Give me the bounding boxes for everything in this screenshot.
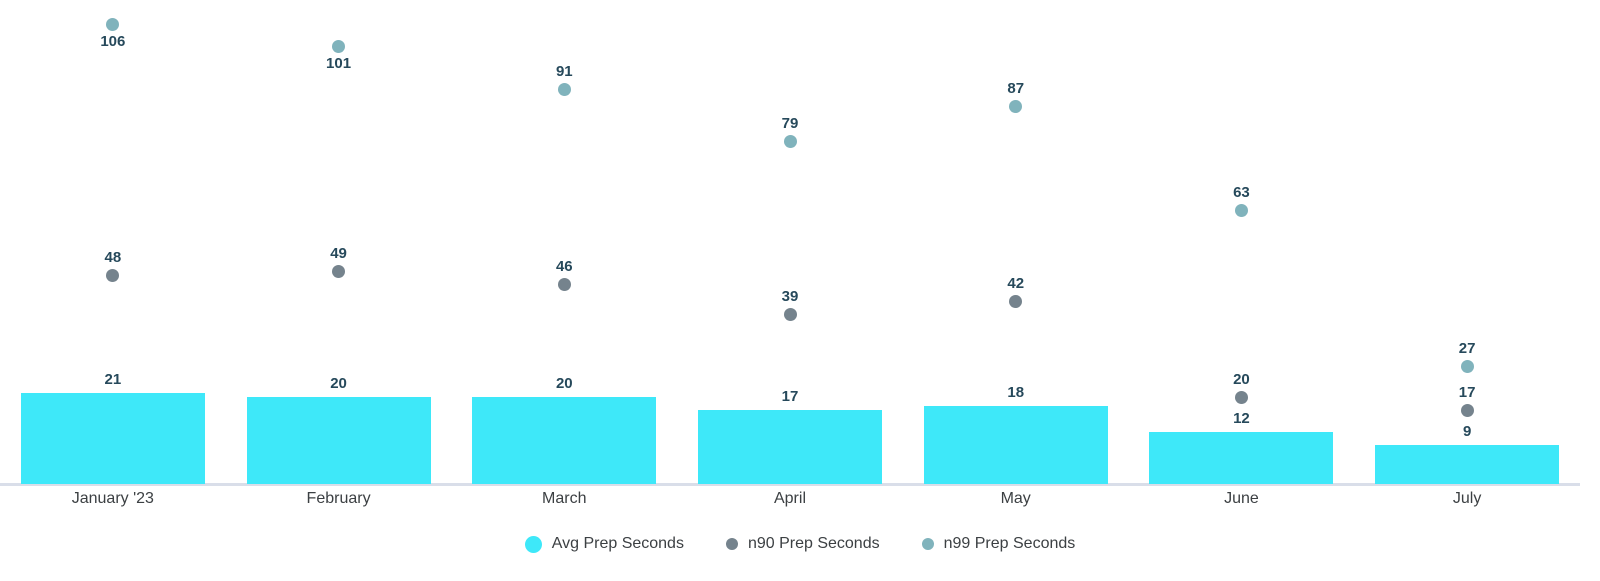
value-label-avg-prep-seconds-may: 18 — [1007, 383, 1025, 401]
n99-prep-seconds-point-june[interactable] — [1234, 204, 1248, 218]
bar-february[interactable] — [246, 397, 431, 484]
legend-item-n99-prep-seconds[interactable]: n99 Prep Seconds — [921, 535, 1076, 553]
value-label-avg-prep-seconds-january-23: 21 — [104, 370, 122, 388]
value-label-n90-prep-seconds-february: 49 — [330, 245, 347, 263]
n90-prep-seconds-point-may[interactable] — [1009, 295, 1023, 309]
value-label-avg-prep-seconds-april: 17 — [781, 388, 799, 406]
x-axis-line — [0, 483, 1580, 486]
n90-prep-seconds-point-april[interactable] — [783, 308, 797, 322]
value-label-avg-prep-seconds-july: 9 — [1462, 422, 1472, 440]
x-axis-label-july: July — [1452, 490, 1482, 507]
bar-june[interactable] — [1149, 431, 1334, 484]
x-axis-label-march: March — [542, 490, 587, 507]
value-label-n99-prep-seconds-february: 101 — [326, 54, 352, 72]
bar-april[interactable] — [698, 410, 882, 484]
bar-march[interactable] — [472, 397, 657, 484]
legend-label-n90: n90 Prep Seconds — [747, 535, 880, 552]
value-label-n99-prep-seconds-march: 91 — [555, 63, 573, 80]
legend-item-avg-prep-seconds[interactable]: Avg Prep Seconds — [524, 535, 684, 553]
x-axis-label-may: May — [1000, 490, 1031, 507]
n99-prep-seconds-point-january-23[interactable] — [106, 17, 120, 31]
value-label-n90-prep-seconds-july: 17 — [1458, 383, 1476, 401]
legend-label-n99: n99 Prep Seconds — [943, 535, 1076, 552]
bar-january-23[interactable] — [20, 392, 205, 484]
value-label-avg-prep-seconds-june: 12 — [1233, 409, 1250, 427]
legend-marker-n99-icon — [921, 538, 934, 550]
value-label-avg-prep-seconds-march: 20 — [555, 375, 573, 393]
legend-label-avg: Avg Prep Seconds — [551, 535, 684, 552]
value-label-n90-prep-seconds-june: 20 — [1233, 370, 1250, 388]
value-label-n99-prep-seconds-july: 27 — [1458, 340, 1476, 358]
value-label-n90-prep-seconds-march: 46 — [555, 258, 573, 276]
x-axis-label-february: February — [306, 490, 371, 507]
x-axis-label-january-23: January '23 — [71, 490, 154, 507]
n99-prep-seconds-point-july[interactable] — [1460, 360, 1474, 374]
n90-prep-seconds-point-march[interactable] — [557, 278, 571, 292]
bar-may[interactable] — [923, 405, 1108, 484]
legend-marker-n90-icon — [725, 538, 738, 550]
bar-july[interactable] — [1375, 444, 1560, 484]
value-label-n99-prep-seconds-january-23: 106 — [100, 32, 126, 50]
n90-prep-seconds-point-june[interactable] — [1234, 390, 1248, 404]
value-label-n90-prep-seconds-january-23: 48 — [104, 249, 122, 267]
n99-prep-seconds-point-march[interactable] — [557, 83, 571, 96]
legend-item-n90-prep-seconds[interactable]: n90 Prep Seconds — [725, 535, 880, 553]
value-label-n90-prep-seconds-april: 39 — [781, 288, 799, 306]
n90-prep-seconds-point-january-23[interactable] — [106, 269, 120, 283]
n90-prep-seconds-point-february[interactable] — [332, 265, 346, 279]
x-axis-label-june: June — [1224, 490, 1259, 507]
value-label-n99-prep-seconds-april: 79 — [781, 115, 799, 133]
plot-area: 21 48 106 20 49 101 20 46 91 17 39 79 18 42 87 12 20 63 9 1… — [0, 17, 1580, 486]
value-label-n90-prep-seconds-may: 42 — [1007, 275, 1025, 293]
value-label-avg-prep-seconds-february: 20 — [330, 375, 347, 393]
n99-prep-seconds-point-february[interactable] — [332, 39, 346, 53]
value-label-n99-prep-seconds-may: 87 — [1007, 80, 1025, 98]
n99-prep-seconds-point-may[interactable] — [1009, 100, 1023, 114]
value-label-n99-prep-seconds-june: 63 — [1233, 184, 1250, 202]
x-axis-labels: January '23 February March April May June July — [0, 488, 1580, 510]
n90-prep-seconds-point-july[interactable] — [1460, 403, 1474, 417]
legend-marker-avg-icon — [524, 535, 542, 553]
chart-legend: Avg Prep Seconds n90 Prep Seconds n99 Pr… — [0, 531, 1600, 557]
x-axis-label-april: April — [773, 490, 806, 507]
n99-prep-seconds-point-april[interactable] — [783, 135, 797, 149]
